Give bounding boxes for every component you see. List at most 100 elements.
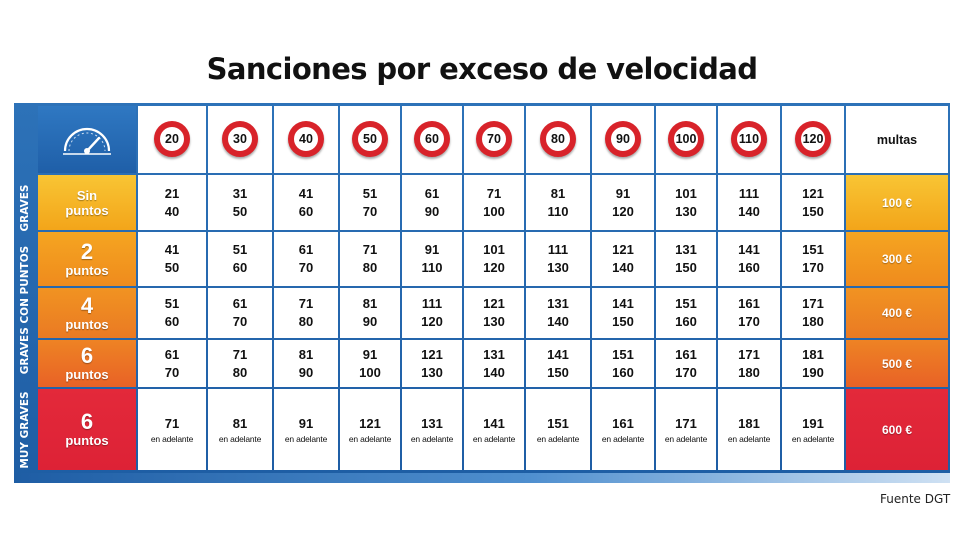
speed-range-from: 121 — [483, 296, 505, 311]
speed-range-cell: 141 150 — [592, 288, 654, 338]
speed-range-to: en adelante — [727, 433, 771, 444]
speed-range-to: 70 — [362, 203, 378, 219]
speed-range-cell: 131 en adelante — [402, 389, 462, 470]
speed-range-to: 130 — [547, 260, 569, 275]
points-value: 6 — [80, 409, 94, 434]
speed-range-from: 181 — [738, 415, 760, 431]
points-label-cell: 4 puntos — [38, 288, 136, 338]
speed-range-to: 140 — [483, 364, 505, 380]
speed-range-to: 70 — [232, 314, 248, 329]
speed-range-from: 161 — [738, 296, 760, 311]
speed-range-to: 100 — [483, 203, 505, 219]
speed-range-cell: 71 80 — [340, 232, 400, 286]
speed-range-from: 131 — [675, 242, 697, 257]
speed-range-from: 91 — [615, 185, 631, 201]
speed-range-from: 111 — [421, 296, 443, 311]
fine-amount: 400 € — [881, 306, 913, 320]
speed-limit-sign-icon: 70 — [476, 121, 512, 157]
speed-range-cell: 181 190 — [782, 340, 844, 387]
points-unit: puntos — [65, 316, 109, 332]
speed-range-cell: 141 160 — [718, 232, 780, 286]
speed-range-cell: 71 en adelante — [138, 389, 206, 470]
speed-range-to: en adelante — [664, 433, 708, 444]
speed-limit-sign-icon: 90 — [605, 121, 641, 157]
speed-range-cell: 81 90 — [340, 288, 400, 338]
speed-limit-header-cell: 60 — [402, 106, 462, 173]
points-unit: puntos — [65, 262, 109, 278]
speed-range-from: 131 — [483, 346, 505, 362]
speed-range-from: 71 — [486, 185, 502, 201]
speed-range-cell: 71 80 — [208, 340, 272, 387]
speed-range-from: 151 — [675, 296, 697, 311]
speed-range-cell: 71 100 — [464, 175, 524, 230]
speed-range-from: 151 — [802, 242, 824, 257]
speed-range-cell: 131 140 — [464, 340, 524, 387]
speed-range-to: 60 — [164, 314, 180, 329]
speed-range-from: 181 — [802, 346, 824, 362]
speed-range-cell: 71 80 — [274, 288, 338, 338]
speed-range-cell: 51 60 — [208, 232, 272, 286]
speed-range-to: 170 — [738, 314, 760, 329]
speed-range-from: 101 — [483, 242, 505, 257]
speed-range-from: 81 — [232, 415, 248, 431]
speed-limit-header-cell: 50 — [340, 106, 400, 173]
speed-range-to: 80 — [298, 314, 314, 329]
speed-range-to: 50 — [232, 203, 248, 219]
speed-range-to: 150 — [547, 364, 569, 380]
speed-range-from: 131 — [421, 415, 443, 431]
table-board-fade — [14, 473, 950, 483]
speed-range-cell: 151 170 — [782, 232, 844, 286]
speed-range-from: 151 — [612, 346, 634, 362]
speed-range-to: 140 — [612, 260, 634, 275]
speed-limit-sign-icon: 50 — [352, 121, 388, 157]
speed-limit-header-cell: 70 — [464, 106, 524, 173]
speed-range-from: 191 — [802, 415, 824, 431]
group-label: MUY GRAVES — [19, 391, 31, 469]
speed-range-from: 121 — [421, 346, 443, 362]
speed-range-cell: 91 100 — [340, 340, 400, 387]
speed-range-from: 41 — [164, 242, 180, 257]
speed-range-to: en adelante — [791, 433, 835, 444]
fine-amount-cell: 500 € — [846, 340, 948, 387]
speed-range-from: 171 — [738, 346, 760, 362]
speed-range-cell: 61 70 — [208, 288, 272, 338]
speed-range-cell: 21 40 — [138, 175, 206, 230]
speed-range-cell: 161 170 — [656, 340, 716, 387]
speed-range-to: 150 — [675, 260, 697, 275]
speed-limit-header-cell: 90 — [592, 106, 654, 173]
speed-range-from: 61 — [298, 242, 314, 257]
points-value: Sin — [76, 187, 98, 203]
speed-range-to: en adelante — [284, 433, 328, 444]
speed-range-to: 90 — [298, 364, 314, 380]
speedometer-icon — [63, 127, 111, 155]
speed-range-to: 90 — [424, 203, 440, 219]
gauge-header-cell — [38, 106, 136, 173]
fine-amount-cell: 600 € — [846, 389, 948, 470]
speed-range-to: 110 — [421, 260, 443, 275]
speed-limit-sign-icon: 110 — [731, 121, 767, 157]
speed-range-from: 151 — [547, 415, 569, 431]
points-label-cell: 6 puntos — [38, 340, 136, 387]
speed-range-from: 71 — [232, 346, 248, 362]
fine-amount: 300 € — [881, 252, 913, 266]
page-title: Sanciones por exceso de velocidad — [206, 52, 758, 86]
speed-range-cell: 121 130 — [464, 288, 524, 338]
speed-range-cell: 121 140 — [592, 232, 654, 286]
speed-range-from: 141 — [738, 242, 760, 257]
speed-range-cell: 131 140 — [526, 288, 590, 338]
speed-range-to: 70 — [164, 364, 180, 380]
points-label-cell: Sin puntos — [38, 175, 136, 230]
fines-header-cell: multas — [846, 106, 948, 173]
fine-amount: 100 € — [881, 195, 913, 210]
speed-range-cell: 131 150 — [656, 232, 716, 286]
speed-range-from: 161 — [675, 346, 697, 362]
speed-range-cell: 171 180 — [718, 340, 780, 387]
speed-range-from: 91 — [362, 346, 378, 362]
speed-range-from: 171 — [675, 415, 697, 431]
speed-range-to: 130 — [483, 314, 505, 329]
speed-limit-header-cell: 80 — [526, 106, 590, 173]
speed-limit-sign-icon: 120 — [795, 121, 831, 157]
points-unit: puntos — [65, 433, 109, 448]
speed-range-to: 70 — [298, 260, 314, 275]
speed-range-to: 170 — [675, 364, 697, 380]
